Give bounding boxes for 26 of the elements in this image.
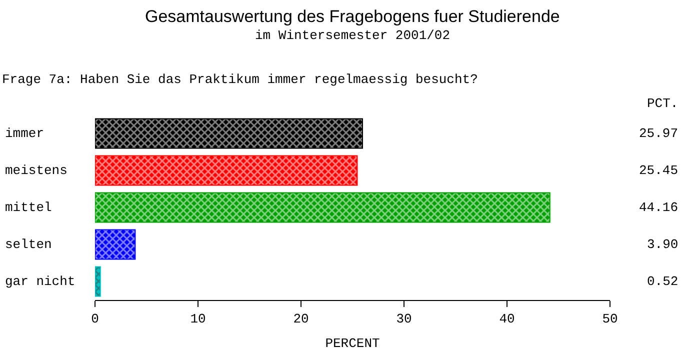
chart-title: Gesamtauswertung des Fragebogens fuer Studierende	[145, 7, 560, 26]
x-tick-label: 40	[499, 312, 515, 327]
x-tick-label: 30	[396, 312, 412, 327]
bar	[95, 192, 550, 223]
data-label: 25.97	[639, 126, 678, 141]
x-tick-label: 20	[293, 312, 309, 327]
data-label: 25.45	[639, 163, 678, 178]
bar	[95, 266, 101, 297]
text: PCT.	[647, 96, 678, 111]
y-tick-label: mittel	[5, 200, 52, 215]
data-label: 3.90	[647, 237, 678, 252]
chart-subtitle: im Wintersemester 2001/02	[255, 28, 450, 43]
bar	[95, 118, 363, 149]
x-tick-label: 0	[91, 312, 99, 327]
x-axis-title: PERCENT	[325, 336, 380, 352]
x-tick-label: 50	[602, 312, 618, 327]
y-tick-label: selten	[5, 237, 52, 252]
x-tick-label: 10	[190, 312, 206, 327]
y-tick-label: meistens	[5, 163, 68, 178]
y-tick-label: gar nicht	[5, 274, 76, 289]
data-label: 0.52	[647, 274, 678, 289]
bar	[95, 155, 358, 186]
text: Frage 7a: Haben Sie das Praktikum immer regelmaessig besucht?	[2, 72, 478, 87]
bar	[95, 229, 136, 260]
data-label: 44.16	[639, 200, 678, 215]
y-tick-label: immer	[5, 126, 44, 141]
